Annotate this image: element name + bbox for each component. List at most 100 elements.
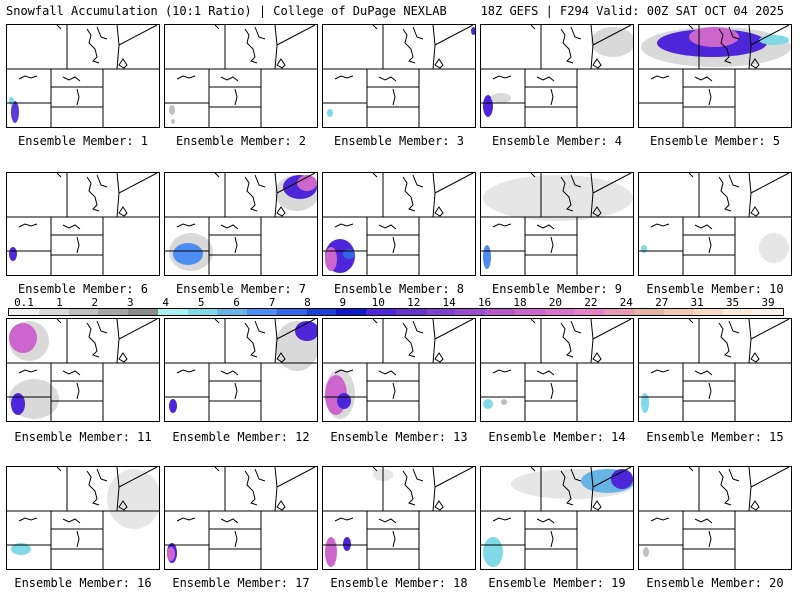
colorbar-tick-label: 24: [619, 296, 633, 309]
ensemble-member-map-8: [322, 172, 476, 276]
snowfall-area: [11, 101, 19, 123]
ensemble-member-map-19: [480, 466, 634, 570]
model-run-info: 18Z GEFS | F294 Valid: 00Z SAT OCT 04 20…: [480, 4, 784, 18]
colorbar-swatch: [753, 309, 783, 315]
member-basemap: [323, 467, 475, 569]
snowfall-area: [483, 175, 633, 221]
colorbar-tick-label: 7: [268, 296, 276, 309]
ensemble-member-label: Ensemble Member: 7: [175, 282, 307, 296]
colorbar-tick-label: 6: [233, 296, 240, 309]
snowfall-area: [325, 247, 337, 271]
member-basemap: [639, 319, 791, 421]
colorbar-swatch: [217, 309, 248, 315]
snowfall-area: [483, 399, 493, 409]
snowfall-area: [9, 247, 17, 261]
snowfall-area: [297, 175, 317, 191]
ensemble-member-label: Ensemble Member: 20: [646, 576, 784, 590]
ensemble-member-label: Ensemble Member: 18: [330, 576, 468, 590]
snowfall-area: [471, 27, 475, 35]
colorbar-swatch: [247, 309, 277, 315]
snowfall-area: [327, 109, 333, 117]
snowfall-area: [491, 93, 511, 103]
colorbar-swatch: [515, 309, 545, 315]
ensemble-member-map-12: [164, 318, 318, 422]
snowfall-area: [11, 543, 31, 555]
member-basemap: [639, 173, 791, 275]
ensemble-member-map-9: [480, 172, 634, 276]
colorbar-swatch: [306, 309, 337, 315]
colorbar-swatch: [455, 309, 486, 315]
member-basemap: [481, 467, 633, 569]
colorbar-swatch: [366, 309, 396, 315]
member-basemap: [639, 25, 791, 127]
colorbar-tick-label: 35: [725, 296, 740, 309]
snowfall-area: [483, 245, 491, 269]
colorbar-tick-label: 10: [371, 296, 385, 309]
colorbar-swatch: [187, 309, 218, 315]
ensemble-member-label: Ensemble Member: 5: [649, 134, 781, 148]
ensemble-member-label: Ensemble Member: 3: [333, 134, 465, 148]
snowfall-area: [11, 393, 25, 415]
ensemble-member-map-4: [480, 24, 634, 128]
colorbar-swatch: [395, 309, 426, 315]
ensemble-member-label: Ensemble Member: 12: [172, 430, 310, 444]
ensemble-member-map-3: [322, 24, 476, 128]
member-basemap: [323, 173, 475, 275]
colorbar-tick-label: 14: [442, 296, 456, 309]
colorbar-tick-label: 0.1: [14, 296, 34, 309]
ensemble-member-label: Ensemble Member: 17: [172, 576, 310, 590]
snowfall-area: [641, 393, 649, 413]
snowfall-area: [9, 97, 14, 105]
snowfall-area: [167, 547, 175, 561]
map-title: Snowfall Accumulation (10:1 Ratio) | Col…: [6, 4, 447, 18]
snowfall-area: [343, 537, 351, 551]
ensemble-member-map-13: [322, 318, 476, 422]
colorbar-swatch: [157, 309, 188, 315]
member-basemap: [7, 319, 159, 421]
colorbar-swatch: [336, 309, 367, 315]
member-basemap: [7, 173, 159, 275]
colorbar-swatch: [98, 309, 129, 315]
colorbar-swatch: [634, 309, 664, 315]
ensemble-member-label: Ensemble Member: 8: [333, 282, 465, 296]
snowfall-area: [689, 27, 739, 47]
snowfall-area: [295, 321, 317, 341]
snowfall-area: [501, 399, 507, 405]
snowfall-area: [759, 35, 789, 45]
colorbar-swatch: [663, 309, 694, 315]
colorbar-swatch: [693, 309, 724, 315]
snowfall-area: [9, 323, 37, 353]
ensemble-member-map-11: [6, 318, 160, 422]
ensemble-member-map-18: [322, 466, 476, 570]
ensemble-member-map-14: [480, 318, 634, 422]
colorbar-tick-label: 16: [477, 296, 492, 309]
snowfall-area: [483, 537, 503, 567]
ensemble-member-label: Ensemble Member: 6: [17, 282, 149, 296]
member-basemap: [165, 467, 317, 569]
member-basemap: [165, 173, 317, 275]
colorbar-swatch: [276, 309, 307, 315]
ensemble-member-map-5: [638, 24, 792, 128]
snowfall-area: [337, 393, 351, 409]
ensemble-member-label: Ensemble Member: 19: [488, 576, 626, 590]
ensemble-member-label: Ensemble Member: 16: [14, 576, 152, 590]
colorbar-swatch: [723, 309, 754, 315]
colorbar: [8, 308, 784, 316]
colorbar-tick-label: 8: [304, 296, 311, 309]
colorbar-tick-label: 9: [339, 296, 347, 309]
colorbar-swatch: [485, 309, 516, 315]
snowfall-area: [759, 233, 789, 263]
colorbar-tick-label: 31: [690, 296, 704, 309]
colorbar-ticks: 0.1 1 2 3 4 5 6 7 8 9 10 12 14 16 18 20 22 24 27 31 35 39: [8, 296, 784, 309]
colorbar-swatch: [128, 309, 158, 315]
colorbar-tick-label: 20: [548, 296, 563, 309]
ensemble-member-label: Ensemble Member: 9: [491, 282, 623, 296]
ensemble-member-map-17: [164, 466, 318, 570]
ensemble-member-map-15: [638, 318, 792, 422]
snowfall-area: [611, 469, 633, 489]
member-basemap: [323, 319, 475, 421]
member-basemap: [481, 173, 633, 275]
member-basemap: [165, 319, 317, 421]
ensemble-member-label: Ensemble Member: 15: [646, 430, 784, 444]
snowfall-area: [107, 469, 159, 529]
